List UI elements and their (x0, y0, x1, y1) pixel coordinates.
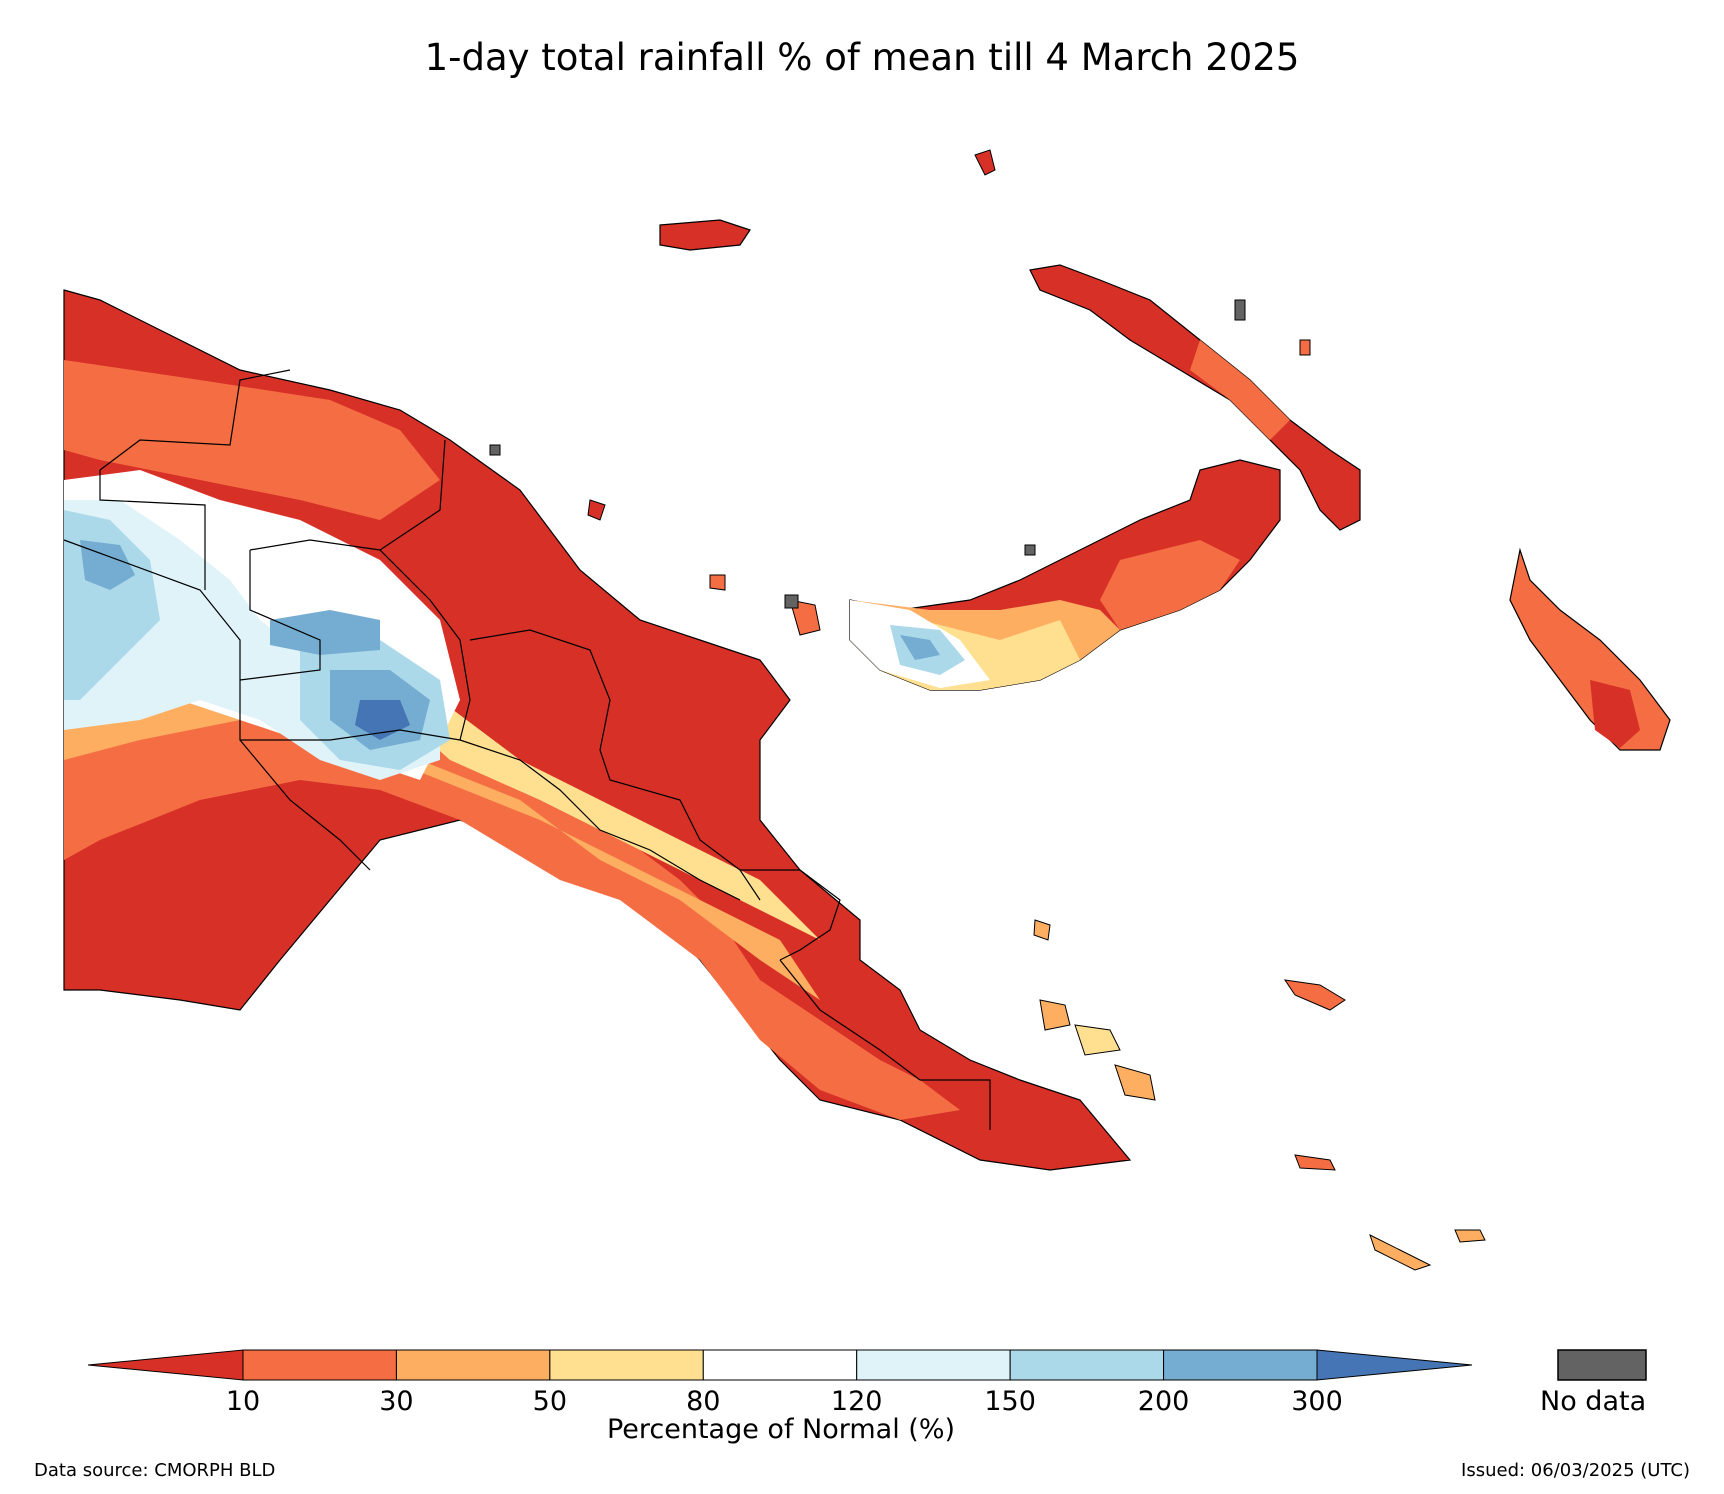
colorbar-tick-label: 150 (984, 1386, 1036, 1417)
colorbar-tick-label: 50 (532, 1386, 568, 1417)
colorbar-tick-label: 30 (379, 1386, 414, 1417)
no-data-label: No data (1540, 1386, 1647, 1417)
province-borders (63, 369, 991, 1130)
colorbar-box (1163, 1349, 1318, 1381)
colorbar-box (242, 1349, 397, 1381)
region-blue-upper (270, 610, 380, 655)
colorbar-tick-label: 80 (686, 1386, 721, 1417)
colorbar-tick-label: 120 (830, 1386, 883, 1417)
mainland (63, 289, 1132, 1171)
colorbar-box (856, 1349, 1011, 1381)
data-source: Data source: CMORPH BLD (34, 1460, 276, 1481)
colorbar-tick-label: 10 (225, 1386, 261, 1417)
colorbar-box (1009, 1349, 1165, 1381)
map-title: 1-day total rainfall % of mean till 4 Ma… (424, 36, 1300, 79)
region-blue-left (80, 540, 135, 590)
colorbar-axis-label: Percentage of Normal (%) (606, 1414, 956, 1445)
colorbar-box (395, 1349, 551, 1381)
mainland-base (63, 289, 1132, 1171)
colorbar-extend-high (1316, 1349, 1473, 1381)
colorbar-tick-label: 300 (1291, 1386, 1343, 1417)
colorbar-box (702, 1349, 858, 1381)
issued-date: Issued: 06/03/2025 (UTC) (1461, 1460, 1690, 1481)
new-ireland (1029, 264, 1361, 531)
region-yellow (64, 560, 820, 940)
bougainville (1509, 547, 1671, 751)
region-orange-north (64, 360, 440, 520)
no-data-swatch (1557, 1349, 1647, 1381)
colorbar-box (549, 1349, 704, 1381)
manus-island (659, 219, 751, 251)
colorbar-tick-label: 200 (1137, 1386, 1190, 1417)
new-britain (849, 459, 1281, 691)
colorbar-extend-low (87, 1349, 244, 1381)
small-islands (489, 149, 1486, 1271)
